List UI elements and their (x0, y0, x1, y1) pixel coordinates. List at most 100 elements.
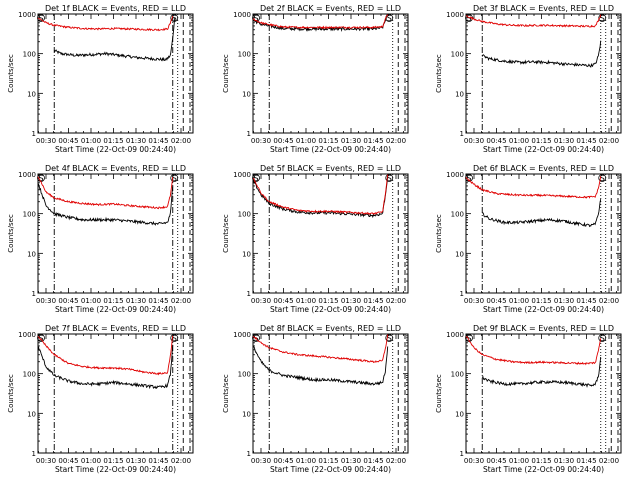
x-tick-label: 01:45 (576, 297, 596, 305)
x-tick-label: 00:30 (464, 457, 484, 465)
y-tick-label: 1 (247, 290, 251, 298)
x-tick-label: 00:30 (36, 457, 56, 465)
y-tick-label: 1 (460, 450, 464, 458)
x-tick-label: 00:30 (251, 457, 271, 465)
plot-frame (252, 333, 409, 454)
x-tick-label: 01:00 (81, 457, 101, 465)
y-axis-label: Counts/sec (222, 214, 230, 253)
x-axis-label: Start Time (22-Oct-09 00:24:40) (483, 145, 604, 154)
y-tick-label: 100 (23, 371, 36, 379)
x-tick-label: 00:45 (58, 457, 78, 465)
plot-frame (252, 13, 409, 134)
x-tick-label: 01:00 (296, 297, 316, 305)
s-marker-label: S (38, 14, 43, 23)
x-tick-label: 02:00 (386, 137, 406, 145)
y-tick-label: 1000 (18, 171, 36, 179)
x-tick-label: 01:30 (341, 137, 361, 145)
series-events (481, 356, 602, 388)
y-tick-label: 1000 (446, 11, 464, 19)
s-marker-circle (37, 334, 45, 342)
x-tick-label: 01:00 (509, 457, 529, 465)
s-marker-label: S (466, 174, 471, 183)
y-tick-label: 1000 (233, 11, 251, 19)
s-marker-label: S (600, 174, 605, 183)
x-tick-label: 01:30 (554, 137, 574, 145)
panel-det-4: Det 4f BLACK = Events, RED = LLD 1 10 100 10… (7, 164, 194, 314)
series-lld (37, 176, 174, 210)
s-marker-label: S (466, 14, 471, 23)
panel-title: Det 5f BLACK = Events, RED = LLD (260, 164, 401, 173)
panel-title: Det 1f BLACK = Events, RED = LLD (45, 4, 186, 13)
x-axis-label: Start Time (22-Oct-09 00:24:40) (483, 305, 604, 314)
x-tick-label: 02:00 (599, 457, 619, 465)
s-marker-label: S (38, 174, 43, 183)
x-tick-label: 01:45 (148, 297, 168, 305)
y-axis-label: Counts/sec (7, 374, 15, 413)
s-marker-circle (385, 174, 394, 182)
plot-frame (37, 173, 194, 294)
series-lld (37, 335, 174, 376)
series-events (37, 344, 174, 390)
s-marker-circle (598, 174, 607, 182)
series-events (252, 344, 389, 386)
series-lld (37, 15, 174, 32)
plot-frame (465, 333, 622, 454)
y-tick-label: 100 (238, 51, 251, 59)
s-marker-label: S (387, 14, 392, 23)
x-tick-label: 00:45 (273, 457, 293, 465)
x-axis-label: Start Time (22-Oct-09 00:24:40) (55, 465, 176, 474)
panel-title: Det 8f BLACK = Events, RED = LLD (260, 324, 401, 333)
panel-title: Det 2f BLACK = Events, RED = LLD (260, 4, 401, 13)
x-tick-label: 01:30 (554, 297, 574, 305)
panel-title: Det 3f BLACK = Events, RED = LLD (473, 4, 614, 13)
x-tick-label: 00:45 (58, 297, 78, 305)
x-tick-label: 01:30 (554, 457, 574, 465)
x-tick-label: 01:30 (126, 457, 146, 465)
y-tick-label: 100 (238, 371, 251, 379)
s-marker-label: S (387, 174, 392, 183)
x-tick-label: 01:45 (148, 137, 168, 145)
x-tick-label: 01:15 (318, 297, 338, 305)
y-tick-label: 1 (460, 290, 464, 298)
y-axis-label: Counts/sec (222, 54, 230, 93)
series-lld (252, 334, 389, 364)
x-tick-label: 01:00 (296, 457, 316, 465)
y-tick-label: 1000 (446, 171, 464, 179)
s-marker-label: S (253, 174, 258, 183)
y-axis-label: Counts/sec (435, 54, 443, 93)
panel-title: Det 4f BLACK = Events, RED = LLD (45, 164, 186, 173)
x-tick-label: 02:00 (171, 297, 191, 305)
y-tick-label: 1000 (446, 331, 464, 339)
y-tick-label: 10 (242, 250, 251, 258)
x-tick-label: 00:45 (486, 137, 506, 145)
y-tick-label: 100 (238, 211, 251, 219)
s-marker-label: S (172, 14, 177, 23)
plot-frame (37, 333, 194, 454)
y-tick-label: 10 (27, 90, 36, 98)
s-marker-circle (170, 174, 179, 182)
x-tick-label: 00:45 (273, 137, 293, 145)
s-marker-label: S (600, 14, 605, 23)
x-tick-label: 00:30 (251, 137, 271, 145)
x-tick-label: 01:30 (341, 457, 361, 465)
y-axis-label: Counts/sec (7, 54, 15, 93)
s-marker-label: S (600, 334, 605, 343)
x-tick-label: 01:15 (531, 457, 551, 465)
s-marker-label: S (253, 14, 258, 23)
x-tick-label: 01:45 (576, 137, 596, 145)
x-tick-label: 02:00 (599, 297, 619, 305)
panel-det-8: Det 8f BLACK = Events, RED = LLD 1 10 100 10… (222, 324, 409, 474)
y-tick-label: 100 (23, 51, 36, 59)
y-tick-label: 1000 (18, 331, 36, 339)
y-tick-label: 10 (27, 410, 36, 418)
x-tick-label: 01:15 (318, 137, 338, 145)
y-tick-label: 1 (247, 450, 251, 458)
y-tick-label: 10 (455, 90, 464, 98)
plot-frame (252, 173, 409, 294)
y-tick-label: 100 (23, 211, 36, 219)
x-tick-label: 00:45 (486, 457, 506, 465)
panel-title: Det 6f BLACK = Events, RED = LLD (473, 164, 614, 173)
x-tick-label: 01:00 (81, 297, 101, 305)
panel-det-5: Det 5f BLACK = Events, RED = LLD 1 10 100 10… (222, 164, 409, 314)
